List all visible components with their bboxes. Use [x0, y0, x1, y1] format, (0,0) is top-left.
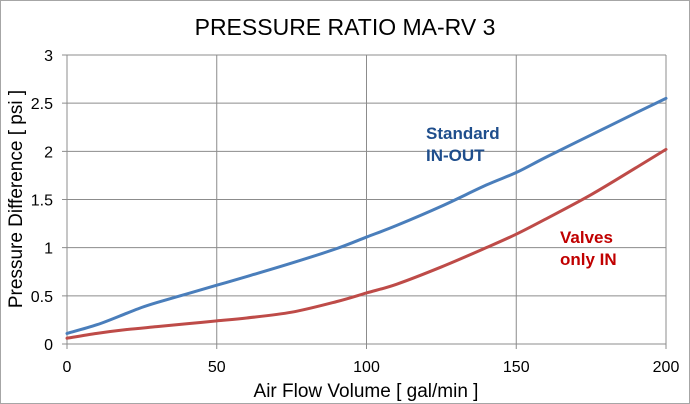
y-tick-label: 1.5 — [31, 193, 53, 210]
series-label: Valves — [560, 228, 613, 247]
y-tick-label: 2.5 — [31, 96, 53, 113]
y-tick-label: 1 — [44, 241, 53, 258]
chart-title: PRESSURE RATIO MA-RV 3 — [195, 14, 496, 40]
x-tick-label: 50 — [208, 359, 226, 376]
y-tick-label: 0.5 — [31, 289, 53, 306]
y-tick-label: 0 — [44, 337, 53, 354]
x-axis-label: Air Flow Volume [ gal/min ] — [254, 381, 479, 402]
x-tick-label: 150 — [503, 359, 530, 376]
y-axis-ticks: 0 0.5 1 1.5 2 2.5 3 — [31, 48, 53, 354]
series-line-0 — [65, 96, 668, 335]
x-tick-label: 0 — [63, 359, 72, 376]
series-label: only IN — [560, 250, 617, 269]
series-line-1 — [65, 147, 668, 340]
series-group — [65, 96, 668, 340]
x-tick-label: 100 — [353, 359, 380, 376]
x-axis-ticks: 0 50 100 150 200 — [63, 359, 680, 376]
x-tick-label: 200 — [653, 359, 680, 376]
series-label: Standard — [426, 124, 500, 143]
y-tick-label: 2 — [44, 144, 53, 161]
y-axis-label: Pressure Difference [ psi ] — [6, 90, 27, 308]
series-labels: Standard IN-OUT Valves only IN — [426, 124, 617, 269]
grid — [62, 54, 667, 349]
series-label: IN-OUT — [426, 146, 485, 165]
y-tick-label: 3 — [44, 48, 53, 65]
